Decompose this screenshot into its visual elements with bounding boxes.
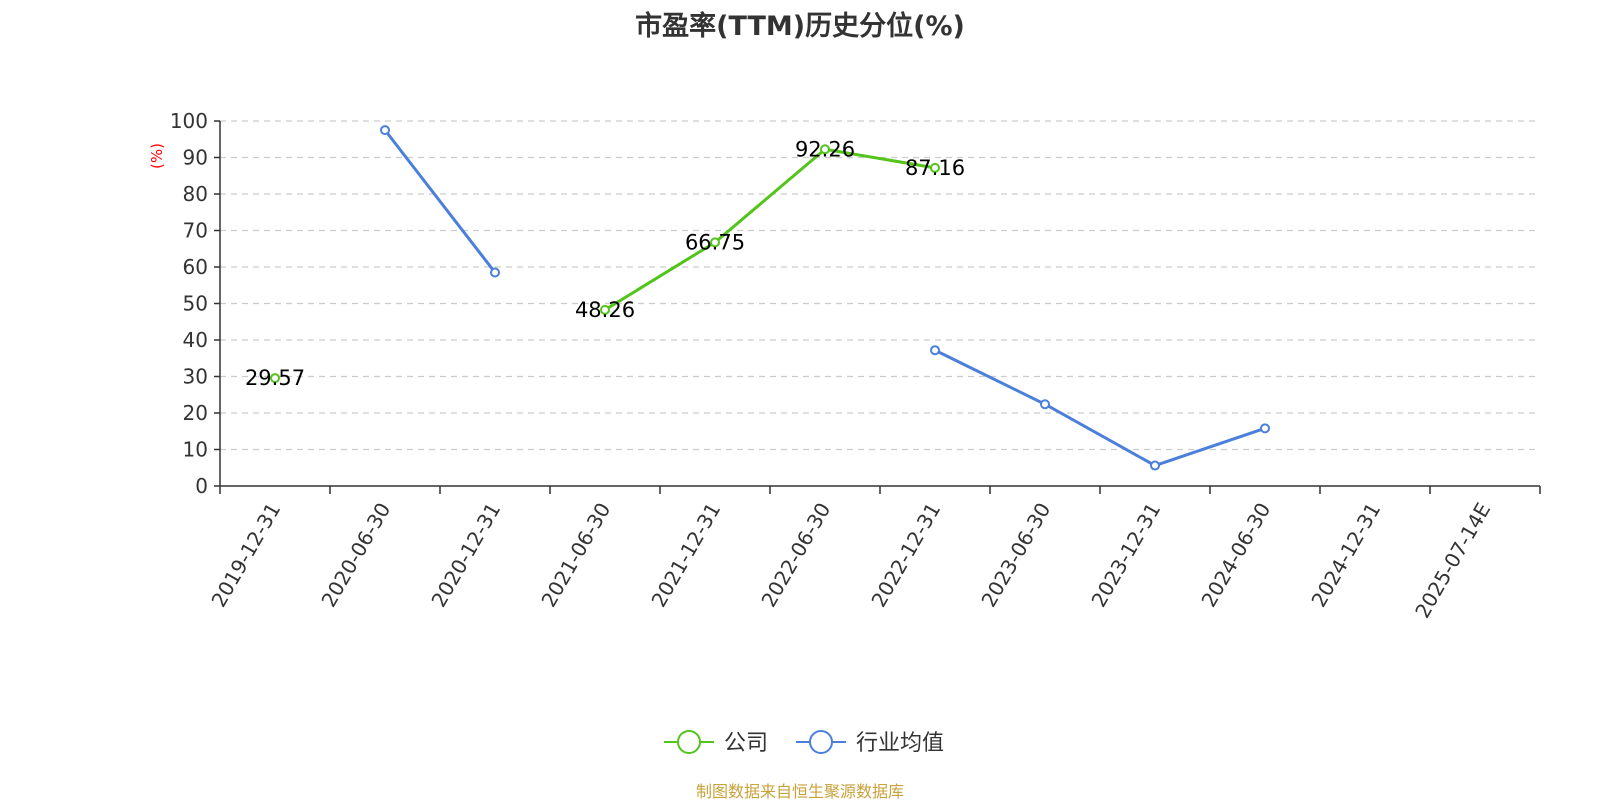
legend-item-0[interactable]: 公司 [664, 730, 768, 756]
legend-item-1[interactable]: 行业均值 [796, 730, 944, 756]
series-layer [270, 125, 1270, 471]
legend-marker-0 [677, 730, 701, 754]
x-tick-label-2025-07-14E: 2025-07-14E [1410, 499, 1495, 623]
x-tick-label-2023-06-30: 2023-06-30 [976, 499, 1055, 612]
data-source-note: 制图数据来自恒生聚源数据库 [695, 782, 904, 801]
x-tick-label-2020-06-30: 2020-06-30 [316, 499, 395, 612]
y-tick-label-40: 40 [183, 328, 208, 352]
x-tick-label-2021-06-30: 2021-06-30 [536, 499, 615, 612]
y-tick-label-10: 10 [183, 438, 208, 462]
x-tick-label-2021-12-31: 2021-12-31 [646, 499, 725, 612]
x-tick-label-2020-12-31: 2020-12-31 [426, 499, 505, 612]
series-0-segment-2 [713, 147, 827, 244]
series-1-point-2023-12-31 [1150, 460, 1160, 471]
series-0-segment-1 [603, 240, 717, 312]
x-tick-label-2022-12-31: 2022-12-31 [866, 499, 945, 612]
y-tick-label-100: 100 [170, 109, 208, 133]
data-label-2021-12-31: 66.75 [685, 230, 745, 254]
chart-title: 市盈率(TTM)历史分位(%) [635, 11, 965, 42]
series-1-point-2023-06-30 [1040, 399, 1050, 410]
series-1-point-2024-06-30 [1260, 423, 1270, 434]
series-1-point-2022-12-31 [930, 345, 940, 356]
series-0-point-2019-12-31 [270, 373, 280, 384]
series-1-segment-0 [383, 128, 497, 274]
x-tick-label-2024-12-31: 2024-12-31 [1306, 499, 1385, 612]
series-1-point-2020-12-31 [490, 267, 500, 278]
data-label-2021-06-30: 48.26 [575, 298, 635, 322]
y-tick-label-20: 20 [183, 401, 208, 425]
x-tick-label-2019-12-31: 2019-12-31 [206, 499, 285, 612]
data-labels: 29.57 48.26 66.75 92.26 87.16 [245, 137, 965, 390]
series-1-segment-2 [933, 348, 1047, 406]
y-axis-label: (%) [148, 143, 166, 169]
y-tick-label-70: 70 [183, 219, 208, 243]
series-1-segment-4 [1153, 426, 1267, 468]
series-0-point-2022-12-31 [930, 162, 940, 173]
data-label-2022-06-30: 92.26 [795, 137, 855, 161]
data-label-2019-12-31: 29.57 [245, 366, 305, 390]
axes: 0 10 20 30 40 50 60 70 80 90 100 2019-12-31 2020-06-… [170, 109, 1541, 623]
y-tick-label-60: 60 [183, 255, 208, 279]
series-0-point-2021-12-31 [710, 237, 720, 248]
gridlines [220, 120, 1540, 451]
legend-label-0: 公司 [724, 731, 768, 756]
x-tick-label-2024-06-30: 2024-06-30 [1196, 499, 1275, 612]
series-0-point-2022-06-30 [820, 144, 830, 155]
series-0-point-2021-06-30 [600, 304, 610, 315]
y-tick-label-50: 50 [183, 292, 208, 316]
data-label-2022-12-31: 87.16 [905, 156, 965, 180]
series-1-segment-3 [1043, 402, 1157, 468]
x-tick-label-2022-06-30: 2022-06-30 [756, 499, 835, 612]
series-1-point-2020-06-30 [380, 125, 390, 136]
y-tick-label-90: 90 [183, 146, 208, 170]
y-tick-label-30: 30 [183, 365, 208, 389]
y-tick-label-0: 0 [195, 474, 208, 498]
legend-label-1: 行业均值 [856, 731, 944, 756]
x-tick-label-2023-12-31: 2023-12-31 [1086, 499, 1165, 612]
legend-marker-1 [809, 730, 833, 754]
y-tick-label-80: 80 [183, 182, 208, 206]
series-0-segment-3 [823, 147, 937, 170]
legend[interactable]: 公司 行业均值 [664, 730, 944, 756]
